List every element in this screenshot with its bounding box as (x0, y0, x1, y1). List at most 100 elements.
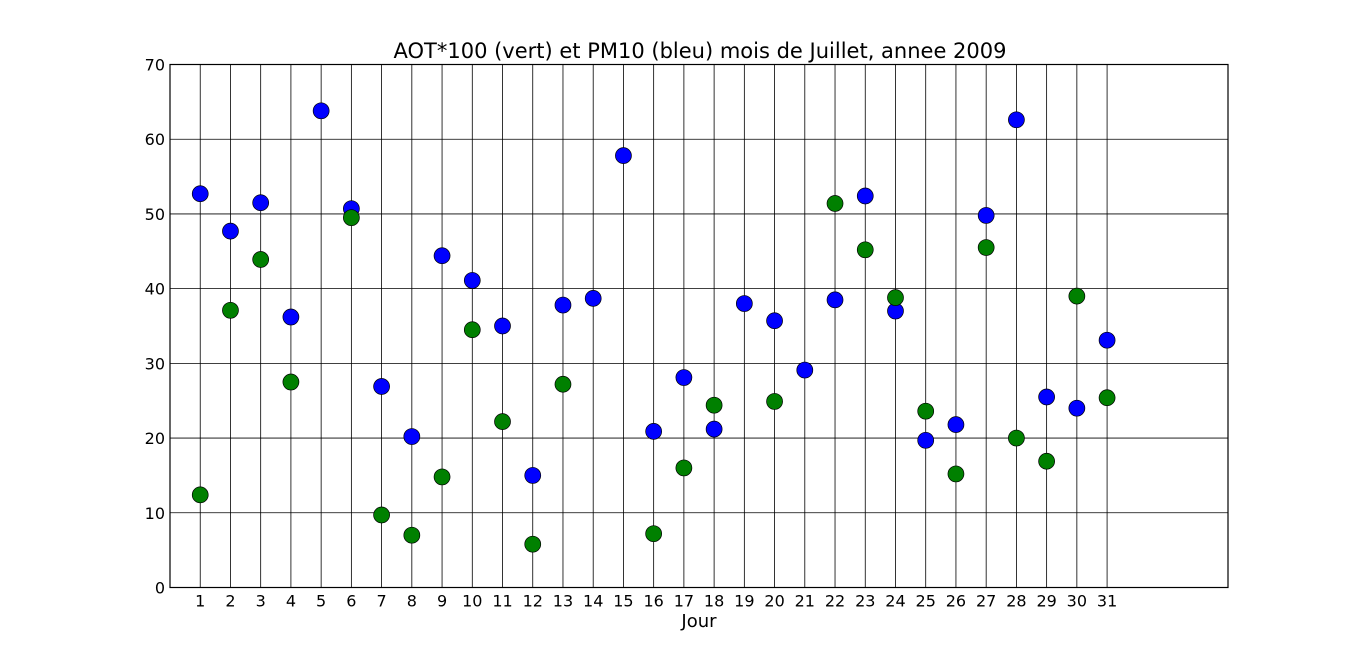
y-tick-label: 0 (155, 579, 165, 598)
aot-point (1098, 389, 1116, 407)
chart-title: AOT*100 (vert) et PM10 (bleu) mois de Ju… (394, 39, 1007, 63)
pm10-point (766, 312, 783, 330)
pm10-point (524, 467, 542, 484)
aot-point (1068, 287, 1086, 305)
pm10-point (1008, 111, 1025, 129)
pm10-point (463, 272, 481, 289)
aot-point (856, 241, 874, 259)
pm10-point (675, 369, 693, 386)
x-tick-label: 15 (613, 592, 633, 611)
aot-point (343, 209, 360, 227)
pm10-point (977, 207, 995, 224)
y-tick-label: 20 (145, 429, 165, 448)
x-tick-label: 24 (885, 592, 905, 611)
pm10-point (917, 431, 935, 449)
x-tick-label: 31 (1097, 592, 1117, 611)
aot-point (917, 402, 935, 420)
y-tick-label: 50 (145, 205, 165, 224)
aot-point (645, 525, 663, 543)
pm10-point (433, 247, 451, 265)
x-tick-label: 21 (795, 592, 815, 611)
x-tick-label: 12 (523, 592, 543, 611)
pm10-point (222, 222, 239, 240)
pm10-point (282, 308, 300, 326)
aot-point (705, 396, 723, 414)
pm10-point (1038, 388, 1055, 406)
aot-point (947, 465, 965, 483)
x-tick-label: 6 (346, 592, 356, 611)
pm10-point (494, 317, 511, 335)
x-tick-label: 20 (764, 592, 784, 611)
pm10-point (615, 147, 632, 165)
y-tick-label: 30 (145, 354, 165, 373)
aot-point (826, 195, 844, 212)
aot-point (887, 289, 904, 306)
pm10-point (1068, 399, 1086, 417)
aot-point (373, 506, 390, 524)
aot-point (766, 393, 783, 410)
x-tick-label: 27 (976, 592, 996, 611)
data-points (191, 102, 1116, 553)
aot-point (463, 321, 481, 339)
x-axis-label: Jour (680, 611, 717, 632)
x-tick-label: 10 (462, 592, 482, 611)
x-tick-label: 18 (704, 592, 724, 611)
y-tick-label: 60 (145, 130, 165, 149)
y-axis-ticks: 0 10 20 30 40 50 60 70 (145, 56, 165, 598)
x-tick-label: 3 (256, 592, 266, 611)
y-tick-label: 40 (145, 280, 165, 299)
x-tick-label: 8 (407, 592, 417, 611)
x-tick-label: 17 (674, 592, 694, 611)
x-tick-label: 16 (643, 592, 663, 611)
x-tick-label: 19 (734, 592, 754, 611)
y-tick-label: 70 (145, 56, 165, 75)
x-tick-label: 29 (1036, 592, 1056, 611)
x-tick-label: 1 (195, 592, 205, 611)
pm10-point (705, 420, 723, 438)
x-axis-ticks: 1 2 3 4 5 6 7 8 9 10 11 12 13 14 15 16 17 18 19 20 21 22 23 24 2… (195, 592, 1117, 611)
aot-point (524, 535, 542, 553)
pm10-point (826, 291, 844, 309)
aot-point (1038, 452, 1055, 470)
pm10-point (1098, 331, 1116, 349)
x-tick-label: 23 (855, 592, 875, 611)
pm10-point (252, 194, 270, 212)
aot-point (977, 239, 995, 256)
x-tick-label: 4 (286, 592, 296, 611)
pm10-point (403, 428, 421, 445)
y-tick-label: 10 (145, 504, 165, 523)
x-tick-label: 9 (437, 592, 447, 611)
aot-point (403, 526, 421, 544)
aot-point (675, 459, 693, 477)
x-tick-label: 28 (1006, 592, 1026, 611)
pm10-point (584, 290, 602, 307)
aot-point (191, 486, 209, 504)
x-tick-label: 22 (825, 592, 845, 611)
x-tick-label: 2 (225, 592, 235, 611)
grid (170, 64, 1228, 588)
aot-point (1008, 429, 1025, 447)
aot-point (252, 251, 270, 268)
aot-point (282, 373, 300, 391)
pm10-point (191, 185, 209, 203)
pm10-point (796, 361, 814, 379)
x-tick-label: 26 (946, 592, 966, 611)
aot-point (222, 301, 239, 319)
aot-point (433, 468, 451, 486)
pm10-point (856, 187, 874, 205)
aot-point (554, 375, 572, 393)
pm10-point (554, 296, 572, 314)
pm10-point (373, 378, 390, 395)
x-tick-label: 14 (583, 592, 603, 611)
x-tick-label: 7 (377, 592, 387, 611)
x-tick-label: 5 (316, 592, 326, 611)
x-tick-label: 30 (1067, 592, 1087, 611)
pm10-point (312, 102, 330, 120)
pm10-point (645, 422, 663, 440)
aot-point (494, 413, 511, 430)
pm10-point (735, 295, 753, 312)
plot-frame (169, 63, 1229, 589)
x-tick-label: 11 (492, 592, 512, 611)
